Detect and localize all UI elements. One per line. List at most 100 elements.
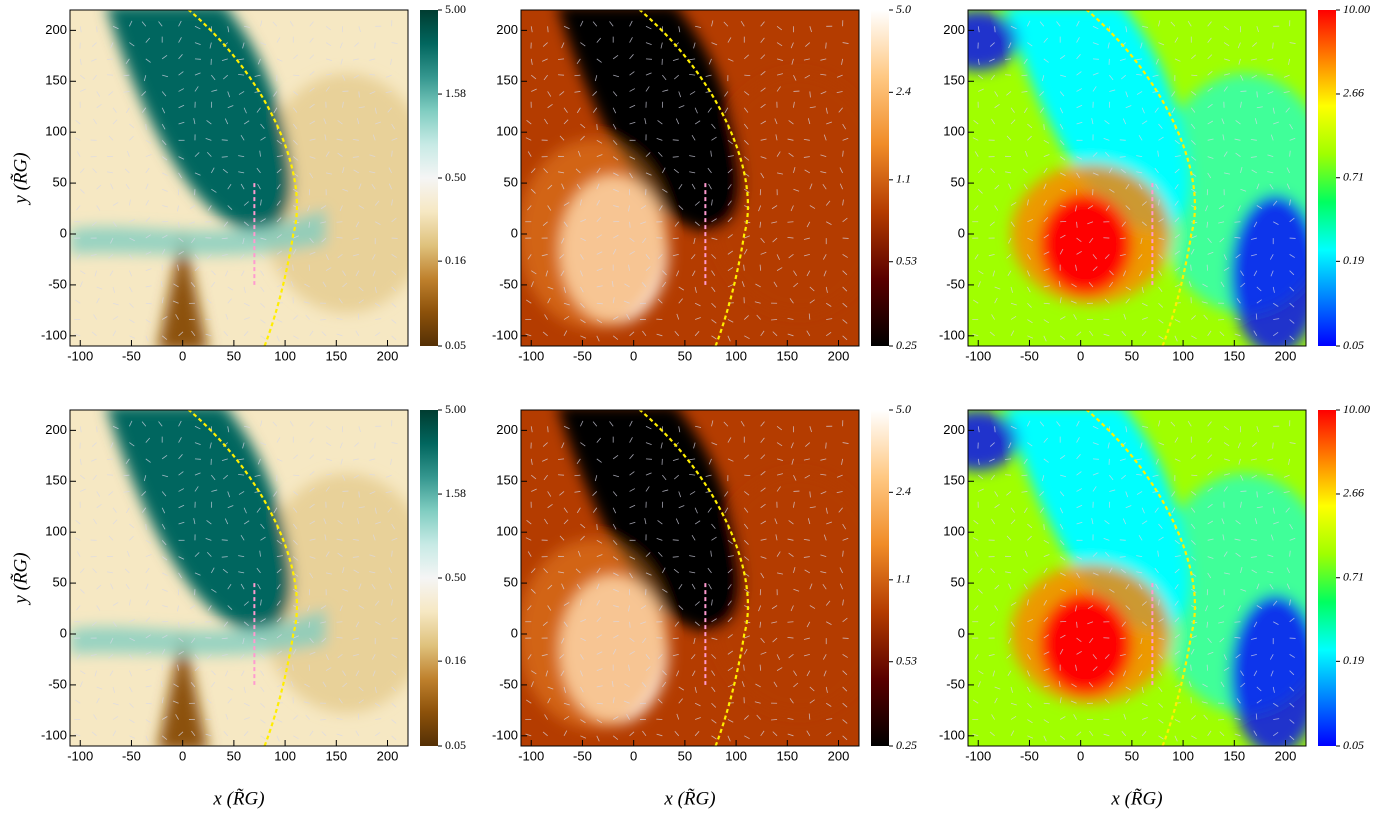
vector (1256, 506, 1263, 509)
vector (727, 234, 733, 239)
y-tick-label: 0 (958, 625, 965, 640)
vector (1043, 685, 1050, 688)
vector (276, 58, 283, 62)
core-halo (521, 539, 668, 729)
vector (387, 107, 392, 113)
vector (293, 315, 298, 320)
vector (112, 286, 115, 293)
vector (1289, 702, 1295, 708)
vector (1059, 172, 1066, 177)
vector (1256, 491, 1258, 498)
x-tick-label: 0 (179, 748, 186, 763)
vector (1043, 539, 1050, 544)
vector (711, 735, 717, 740)
vector (989, 221, 995, 226)
vector (238, 474, 245, 476)
vector (1174, 458, 1181, 462)
vector (674, 331, 680, 337)
vector (206, 151, 212, 157)
vector (820, 91, 827, 95)
vector (694, 520, 701, 525)
vector (342, 167, 345, 174)
vector (342, 474, 346, 481)
vector (1059, 123, 1064, 130)
vector (162, 188, 168, 192)
vector (1251, 569, 1258, 574)
vector (1076, 172, 1080, 179)
vector (1010, 330, 1015, 337)
vector (238, 458, 245, 461)
vector (743, 507, 749, 513)
vector (1240, 282, 1246, 288)
vector (1207, 54, 1213, 60)
vector (194, 254, 199, 260)
vector (1076, 20, 1080, 27)
vector (547, 297, 551, 304)
vector (776, 425, 783, 431)
vector (689, 571, 696, 574)
vector (788, 120, 794, 125)
vector (612, 140, 618, 146)
vector (129, 670, 132, 677)
vector (1043, 183, 1047, 190)
vector (358, 686, 364, 692)
vector (1158, 319, 1164, 324)
vector (161, 234, 168, 239)
vector (256, 107, 261, 113)
y-tick-label: -50 (499, 276, 518, 291)
vector (391, 523, 396, 530)
vector (611, 680, 614, 688)
vector (629, 221, 631, 228)
plume (1005, 10, 1190, 231)
vector (1076, 437, 1080, 443)
vector (694, 731, 700, 737)
vector (744, 735, 750, 740)
vector (1092, 72, 1099, 76)
vector (787, 138, 794, 141)
vector (303, 701, 310, 704)
vector (260, 123, 265, 129)
outer-region (707, 473, 859, 714)
vector (991, 518, 995, 525)
field-structures (521, 410, 859, 729)
vector (559, 654, 565, 659)
vector (79, 568, 85, 574)
vector (1041, 475, 1045, 482)
vector (243, 520, 250, 525)
vector (1237, 42, 1241, 49)
vector (1174, 568, 1180, 574)
vector (112, 621, 117, 627)
vector (1273, 621, 1279, 625)
vector (1222, 534, 1225, 541)
vector (1043, 154, 1050, 157)
vector (1289, 735, 1295, 741)
vector (1041, 75, 1045, 82)
vector (1092, 42, 1099, 45)
vector (1289, 286, 1295, 292)
vector (1119, 156, 1126, 158)
vector (336, 333, 343, 337)
vector (662, 89, 669, 92)
vector (243, 717, 250, 720)
vector (1251, 74, 1258, 79)
vector (321, 331, 327, 337)
vector (292, 264, 294, 271)
vector (309, 54, 315, 60)
vector (145, 319, 152, 324)
vector (1157, 550, 1159, 557)
plot-frame (967, 409, 1307, 747)
vector (1141, 717, 1148, 720)
vector (990, 474, 995, 481)
vector (707, 507, 712, 513)
vector (672, 139, 679, 141)
vector (809, 106, 816, 109)
vector (1207, 21, 1212, 27)
vector (1250, 156, 1257, 158)
vector (576, 583, 581, 590)
vector (222, 168, 228, 174)
vector (1174, 555, 1181, 558)
vector (308, 221, 311, 228)
vector (238, 91, 245, 95)
vector (841, 458, 844, 465)
vector (825, 600, 831, 606)
